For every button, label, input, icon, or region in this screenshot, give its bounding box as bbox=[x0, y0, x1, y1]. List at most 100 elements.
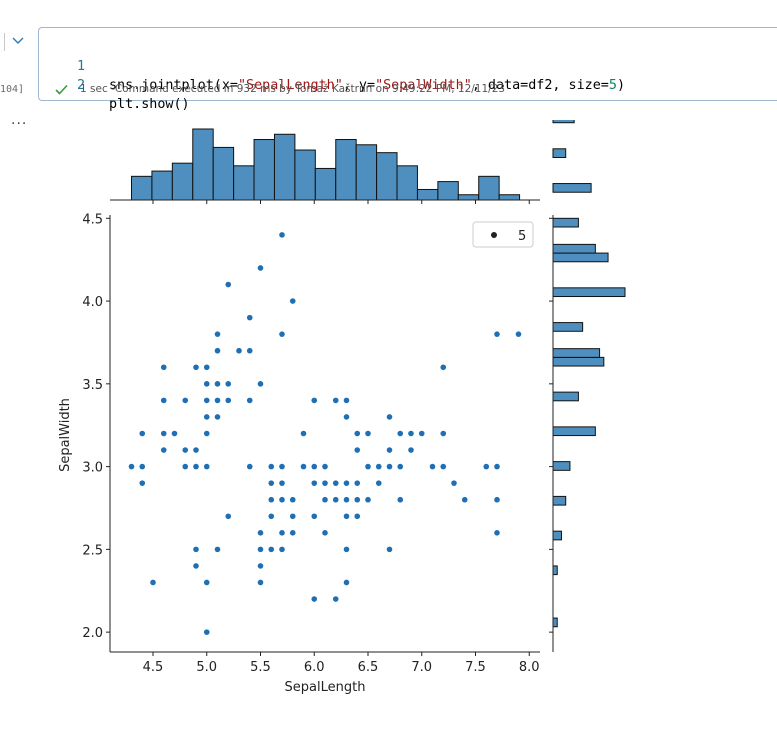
plot-legend: 5 bbox=[472, 221, 534, 248]
scatter-point bbox=[150, 579, 156, 586]
scatter-point bbox=[354, 513, 361, 520]
code-text: plt.show() bbox=[109, 97, 190, 112]
code-line: 2 plt.show() bbox=[39, 57, 190, 112]
scatter-point bbox=[332, 480, 339, 486]
scatter-point bbox=[408, 447, 414, 453]
scatter-point bbox=[375, 463, 382, 470]
scatter-point bbox=[139, 463, 146, 470]
scatter-point bbox=[397, 496, 404, 503]
scatter-point bbox=[354, 430, 361, 437]
scatter-point bbox=[332, 397, 339, 404]
scatter-point bbox=[343, 546, 350, 553]
output-more-icon[interactable]: ... bbox=[11, 112, 28, 128]
scatter-point bbox=[408, 430, 414, 437]
code-cell[interactable]: 1 sns.jointplot(x="SepalLength", y="Sepa… bbox=[38, 27, 777, 112]
y-hist-bar bbox=[552, 183, 592, 193]
y-hist-bar bbox=[552, 356, 605, 367]
scatter-point bbox=[332, 596, 339, 602]
scatter-point bbox=[365, 463, 371, 470]
scatter-point bbox=[311, 480, 318, 486]
scatter-point bbox=[203, 430, 210, 437]
y-marginal-histogram bbox=[549, 120, 626, 652]
y-hist-bar bbox=[552, 252, 609, 263]
scatter-point bbox=[246, 397, 253, 404]
scatter-point bbox=[386, 463, 393, 470]
y-tick-label: 2.5 bbox=[82, 543, 103, 558]
y-hist-bar bbox=[552, 322, 584, 332]
scatter-point bbox=[440, 430, 447, 437]
scatter-point bbox=[461, 496, 468, 503]
y-hist-bar bbox=[552, 495, 567, 506]
y-tick-label: 4.0 bbox=[82, 295, 103, 310]
y-axis-label: SepalWidth bbox=[58, 398, 73, 472]
x-tick-label: 7.0 bbox=[411, 660, 432, 675]
scatter-point bbox=[236, 347, 242, 354]
scatter-point bbox=[515, 331, 522, 337]
scatter-point bbox=[343, 496, 350, 503]
x-hist-bar bbox=[294, 149, 316, 201]
x-hist-bar bbox=[171, 162, 194, 201]
scatter-point bbox=[279, 232, 285, 238]
x-tick-label: 5.0 bbox=[196, 660, 217, 675]
scatter-point bbox=[225, 281, 232, 288]
scatter-point bbox=[203, 579, 210, 586]
scatter-point bbox=[214, 381, 221, 387]
scatter-point bbox=[365, 496, 371, 503]
scatter-point bbox=[386, 447, 393, 453]
x-hist-bar bbox=[498, 194, 521, 201]
execution-message: -Command executed in 932 ms by Tomaž Kaš… bbox=[111, 83, 506, 95]
line-number: 2 bbox=[76, 78, 85, 93]
x-hist-bar bbox=[273, 133, 296, 201]
scatter-point bbox=[494, 331, 500, 337]
x-hist-bar bbox=[376, 152, 398, 201]
scatter-point bbox=[139, 480, 146, 486]
jointplot-figure: 4.5 5.0 5.5 6.0 6.5 7.0 7.5 8.0 2.0 2.5 3.0 3.5 4.0 4… bbox=[58, 120, 626, 695]
scatter-point bbox=[354, 496, 361, 503]
scatter-point bbox=[257, 546, 264, 553]
scatter-point bbox=[225, 397, 232, 404]
scatter-point bbox=[160, 430, 167, 437]
scatter-point bbox=[225, 513, 232, 520]
scatter-point bbox=[193, 463, 199, 470]
scatter-point bbox=[343, 480, 350, 486]
x-hist-bar bbox=[457, 194, 480, 201]
scatter-point bbox=[182, 447, 189, 453]
scatter-point bbox=[279, 480, 285, 486]
scatter-point bbox=[193, 563, 199, 569]
x-hist-bar bbox=[335, 139, 357, 201]
y-hist-bar bbox=[552, 148, 567, 158]
scatter-point bbox=[322, 463, 328, 470]
scatter-point bbox=[214, 347, 221, 354]
y-hist-bar bbox=[552, 565, 558, 576]
scatter-point bbox=[257, 381, 264, 387]
scatter-point bbox=[311, 463, 318, 470]
x-hist-bar bbox=[131, 175, 153, 201]
code-line: 1 sns.jointplot(x="SepalLength", y="Sepa… bbox=[39, 38, 625, 93]
scatter-point bbox=[279, 496, 285, 503]
scatter-point bbox=[494, 463, 500, 470]
plot-axes: 4.5 5.0 5.5 6.0 6.5 7.0 7.5 8.0 2.0 2.5 3.0 3.5 4.0 4… bbox=[82, 212, 540, 675]
y-hist-bar bbox=[552, 461, 571, 471]
scatter-point bbox=[289, 530, 296, 536]
scatter-point bbox=[311, 596, 318, 602]
scatter-point bbox=[214, 397, 221, 404]
scatter-point bbox=[182, 463, 189, 470]
scatter-point bbox=[257, 530, 264, 536]
scatter-point bbox=[386, 414, 393, 420]
chevron-down-icon[interactable] bbox=[10, 34, 26, 48]
scatter-point bbox=[171, 430, 178, 437]
line-number: 1 bbox=[76, 59, 85, 74]
cell-gutter-bar bbox=[4, 33, 5, 51]
scatter-point bbox=[397, 463, 404, 470]
x-hist-bar bbox=[396, 165, 418, 201]
y-tick-label: 3.5 bbox=[82, 378, 103, 393]
scatter-point bbox=[246, 463, 253, 470]
scatter-point bbox=[203, 463, 210, 470]
execution-status: 1 sec -Command executed in 932 ms by Tom… bbox=[55, 83, 505, 95]
scatter-point bbox=[203, 381, 210, 387]
code-editor[interactable]: 1 sns.jointplot(x="SepalLength", y="Sepa… bbox=[39, 38, 625, 112]
scatter-point bbox=[214, 546, 221, 553]
x-hist-bar bbox=[212, 146, 235, 201]
scatter-point bbox=[451, 480, 457, 486]
scatter-point bbox=[225, 381, 232, 387]
